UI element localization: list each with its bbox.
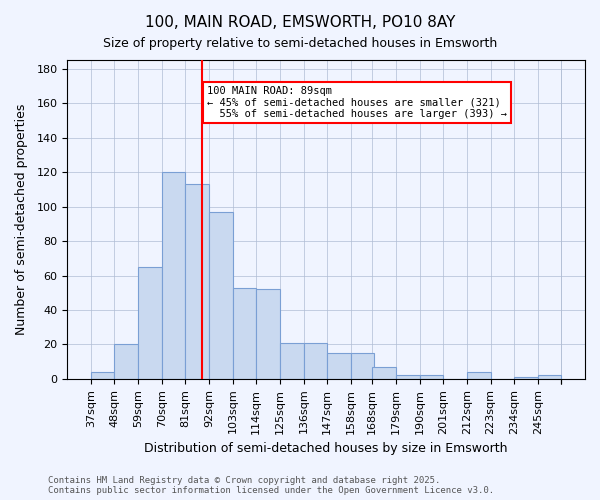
Bar (256, 290, 280, 379)
Bar (138, 267, 161, 379)
Bar (91, 372, 115, 379)
Bar (327, 353, 351, 379)
Bar (538, 376, 562, 379)
Bar (351, 353, 374, 379)
Bar (280, 342, 304, 379)
Bar (514, 377, 538, 379)
Bar (419, 376, 443, 379)
X-axis label: Distribution of semi-detached houses by size in Emsworth: Distribution of semi-detached houses by … (145, 442, 508, 455)
Bar (396, 376, 419, 379)
Bar (115, 344, 138, 379)
Bar (209, 212, 233, 379)
Bar (467, 372, 491, 379)
Text: Size of property relative to semi-detached houses in Emsworth: Size of property relative to semi-detach… (103, 38, 497, 51)
Text: 100, MAIN ROAD, EMSWORTH, PO10 8AY: 100, MAIN ROAD, EMSWORTH, PO10 8AY (145, 15, 455, 30)
Bar (185, 184, 209, 379)
Bar (161, 172, 185, 379)
Y-axis label: Number of semi-detached properties: Number of semi-detached properties (15, 104, 28, 335)
Bar (304, 342, 327, 379)
Text: Contains HM Land Registry data © Crown copyright and database right 2025.
Contai: Contains HM Land Registry data © Crown c… (48, 476, 494, 495)
Text: 100 MAIN ROAD: 89sqm
← 45% of semi-detached houses are smaller (321)
  55% of se: 100 MAIN ROAD: 89sqm ← 45% of semi-detac… (207, 86, 507, 119)
Bar (233, 288, 256, 379)
Bar (373, 367, 396, 379)
